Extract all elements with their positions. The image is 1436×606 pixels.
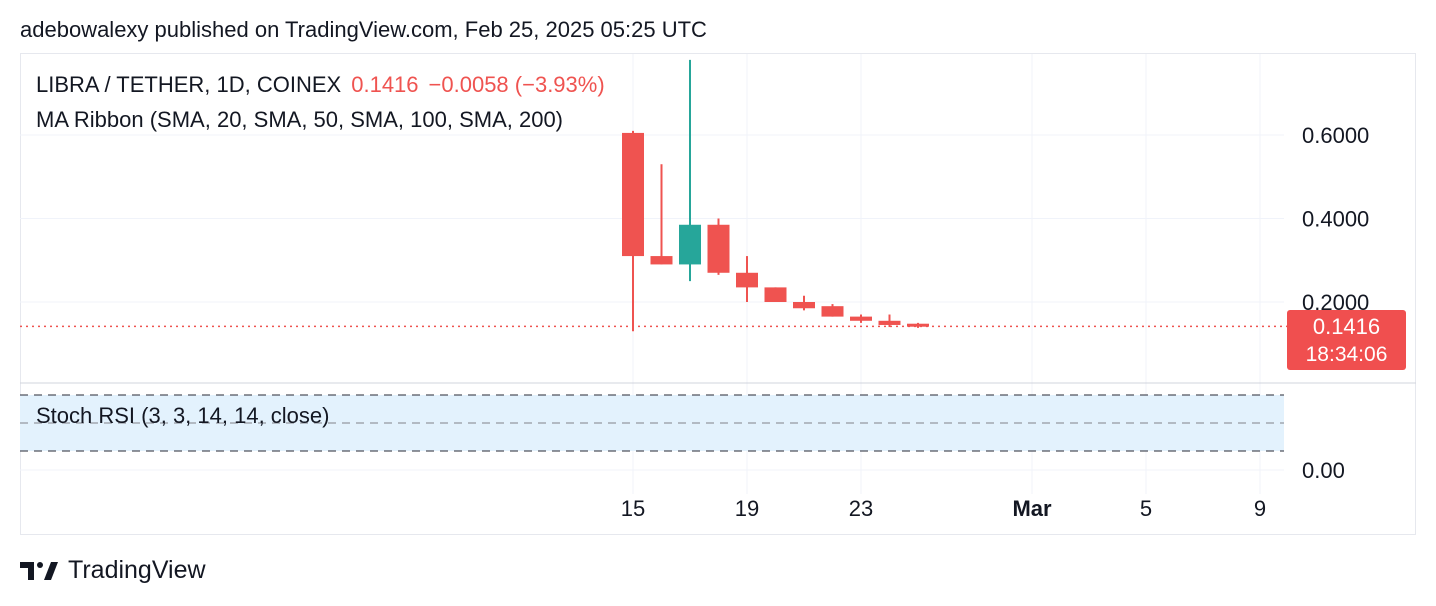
time-tick-label: 23 bbox=[849, 496, 873, 521]
ma-ribbon-legend[interactable]: MA Ribbon (SMA, 20, SMA, 50, SMA, 100, S… bbox=[36, 107, 563, 133]
candle-body bbox=[736, 272, 758, 288]
current-price-tag: 0.1416 18:34:06 bbox=[1287, 310, 1406, 370]
price-tag-value: 0.1416 bbox=[1312, 314, 1381, 339]
time-tick-label: 15 bbox=[621, 496, 645, 521]
time-tick-label: 9 bbox=[1254, 496, 1266, 521]
candles bbox=[622, 59, 929, 332]
price-tick-label: 0.4000 bbox=[1302, 207, 1369, 232]
candle-body bbox=[764, 287, 787, 302]
candle-body bbox=[622, 132, 644, 257]
candle-body bbox=[793, 302, 815, 309]
stoch-rsi-label: Stoch RSI (3, 3, 14, 14, close) bbox=[36, 403, 330, 428]
publish-info: adebowalexy published on TradingView.com… bbox=[20, 17, 707, 42]
symbol-legend[interactable]: LIBRA / TETHER, 1D, COINEX 0.1416 −0.0058 … bbox=[36, 72, 605, 98]
stoch-rsi-panel bbox=[20, 394, 1284, 452]
candle-body bbox=[850, 316, 872, 321]
time-tick-label: Mar bbox=[1012, 496, 1052, 521]
footer[interactable]: TradingView bbox=[20, 556, 206, 585]
candle-body bbox=[650, 256, 673, 265]
time-axis: 15 19 23 Mar 5 9 bbox=[621, 496, 1266, 521]
candle-body bbox=[878, 320, 901, 325]
time-tick-label: 19 bbox=[735, 496, 759, 521]
price-tag-countdown: 18:34:06 bbox=[1305, 343, 1388, 366]
symbol-name: LIBRA / TETHER, 1D, COINEX bbox=[36, 72, 342, 97]
candle-body bbox=[821, 306, 844, 317]
candle-body bbox=[907, 323, 929, 327]
price-change: −0.0058 (−3.93%) bbox=[428, 72, 605, 97]
candle-body bbox=[679, 224, 701, 265]
time-tick-label: 5 bbox=[1140, 496, 1152, 521]
chart-frame bbox=[20, 53, 1416, 535]
tradingview-logo-icon bbox=[20, 561, 58, 580]
price-tick-label: 0.6000 bbox=[1302, 123, 1369, 148]
ma-ribbon-label: MA Ribbon (SMA, 20, SMA, 50, SMA, 100, S… bbox=[36, 107, 564, 132]
oscillator-tick-label: 0.00 bbox=[1302, 458, 1345, 483]
last-price: 0.1416 bbox=[351, 72, 419, 97]
stoch-rsi-legend[interactable]: Stoch RSI (3, 3, 14, 14, close) bbox=[36, 403, 329, 429]
candle-body bbox=[707, 224, 730, 273]
footer-brand: TradingView bbox=[68, 556, 206, 584]
